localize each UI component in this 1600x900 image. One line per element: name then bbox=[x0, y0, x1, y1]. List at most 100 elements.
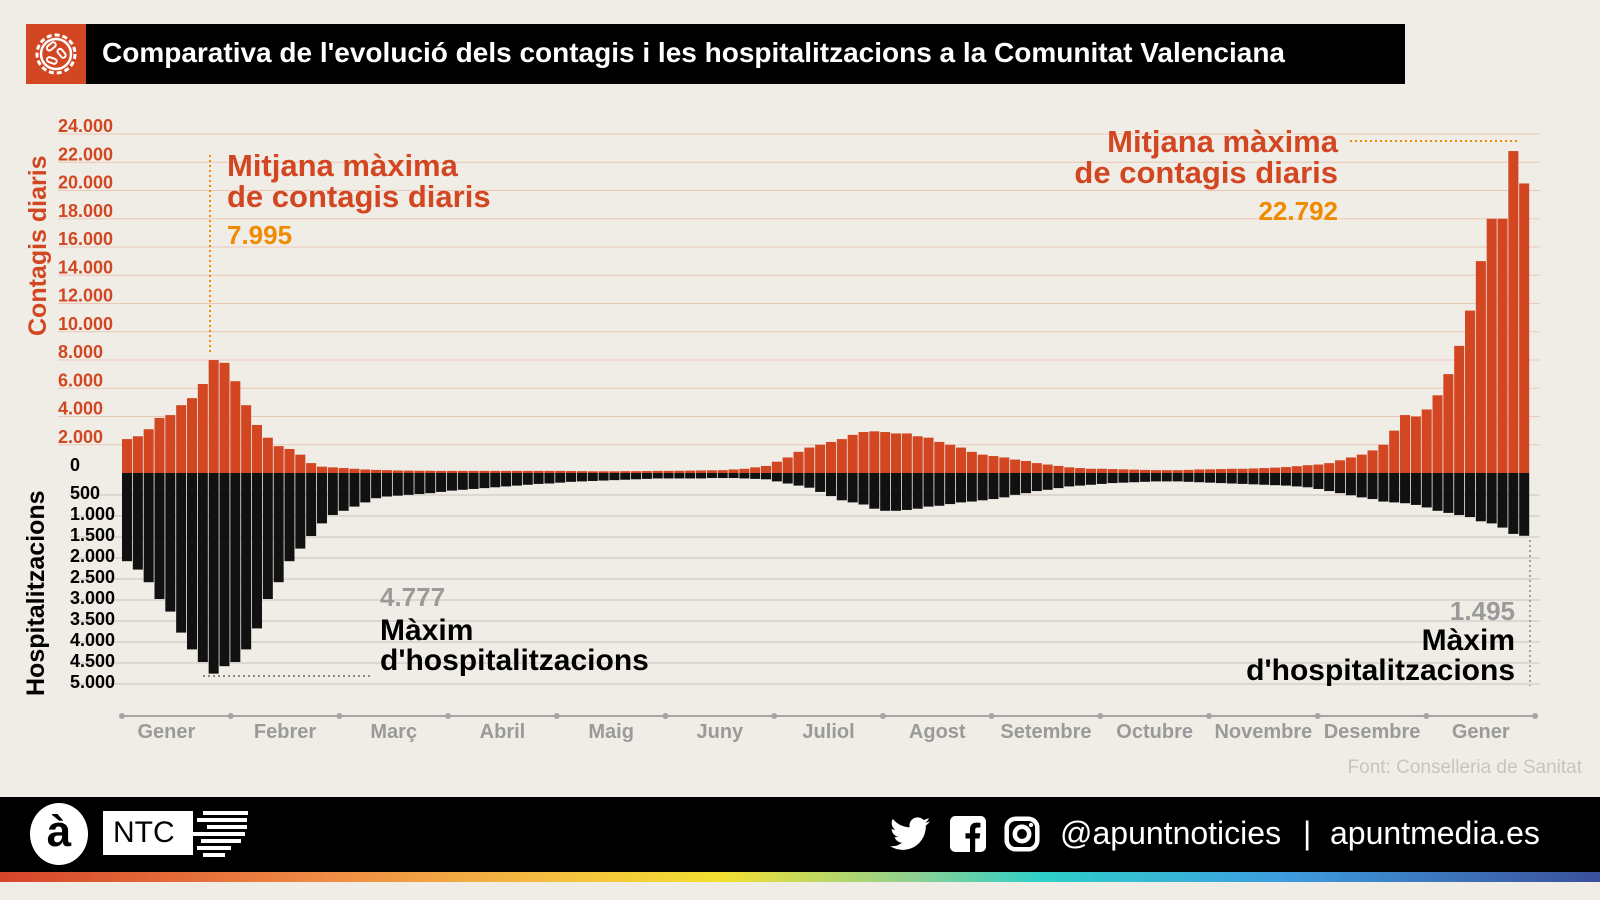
x-tick-label-month: Gener bbox=[137, 721, 196, 743]
twitter-icon[interactable] bbox=[890, 817, 930, 851]
bar-contagis bbox=[826, 441, 837, 473]
bar-hospital bbox=[327, 473, 338, 515]
bar-hospital bbox=[966, 473, 977, 502]
bar-contagis bbox=[479, 470, 490, 473]
bar-hospital bbox=[1075, 473, 1086, 486]
annotation-line: de contagis diaris bbox=[227, 179, 491, 214]
y-tick-label-top: 10.000 bbox=[58, 314, 113, 334]
annotation-left-hosp: 4.777 Màxim d'hospitalitzacions bbox=[380, 584, 649, 676]
bar-contagis bbox=[349, 468, 360, 473]
y-tick-label-bottom: 3.500 bbox=[70, 609, 115, 629]
bar-hospital bbox=[620, 473, 631, 480]
bar-contagis bbox=[1248, 468, 1259, 473]
bar-hospital bbox=[425, 473, 436, 494]
bar-contagis bbox=[1356, 454, 1367, 473]
bar-hospital bbox=[1508, 473, 1519, 534]
bar-contagis bbox=[176, 405, 187, 473]
bar-contagis bbox=[1215, 469, 1226, 473]
bar-hospital bbox=[1313, 473, 1324, 489]
bar-contagis bbox=[122, 439, 133, 473]
bar-hospital bbox=[1519, 473, 1530, 536]
bar-hospital bbox=[1096, 473, 1107, 484]
bar-contagis bbox=[587, 471, 598, 473]
bar-contagis bbox=[966, 451, 977, 473]
bar-hospital bbox=[381, 473, 392, 497]
bar-hospital bbox=[728, 473, 739, 479]
bar-contagis bbox=[696, 470, 707, 473]
bar-hospital bbox=[284, 473, 295, 562]
bar-hospital bbox=[1053, 473, 1064, 489]
bar-contagis bbox=[674, 470, 685, 473]
bar-contagis bbox=[1118, 469, 1129, 473]
bar-hospital bbox=[154, 473, 165, 599]
bar-hospital bbox=[631, 473, 642, 480]
bar-hospital bbox=[1324, 473, 1335, 492]
y-tick-label-top: 20.000 bbox=[58, 173, 113, 193]
annotation-line: Mitjana màxima bbox=[227, 148, 458, 183]
bar-contagis bbox=[197, 384, 208, 473]
bar-contagis bbox=[306, 463, 317, 473]
bar-contagis bbox=[901, 433, 912, 473]
bar-contagis bbox=[1053, 465, 1064, 473]
bar-contagis bbox=[544, 470, 555, 473]
bar-contagis bbox=[576, 471, 587, 473]
bar-hospital bbox=[945, 473, 956, 505]
bar-hospital bbox=[826, 473, 837, 497]
bar-contagis bbox=[316, 466, 327, 473]
bar-contagis bbox=[1237, 468, 1248, 473]
bar-hospital bbox=[1150, 473, 1161, 482]
bar-hospital bbox=[977, 473, 988, 501]
bar-hospital bbox=[955, 473, 966, 503]
bar-contagis bbox=[1345, 457, 1356, 473]
bar-contagis bbox=[143, 429, 154, 473]
bar-contagis bbox=[1389, 430, 1400, 473]
x-axis-tick bbox=[1097, 713, 1104, 719]
bar-contagis bbox=[1400, 415, 1411, 473]
x-tick-label-month: Desembre bbox=[1323, 721, 1421, 743]
bar-hospital bbox=[273, 473, 284, 583]
instagram-icon[interactable] bbox=[1004, 815, 1040, 853]
bar-contagis bbox=[533, 470, 544, 473]
bar-hospital bbox=[1248, 473, 1259, 485]
bar-hospital bbox=[1291, 473, 1302, 487]
bar-hospital bbox=[1302, 473, 1313, 488]
y-tick-label-top: 12.000 bbox=[58, 286, 113, 306]
bar-hospital bbox=[132, 473, 143, 570]
bar-hospital bbox=[262, 473, 273, 599]
bar-contagis bbox=[1497, 218, 1508, 473]
y-tick-label-top: 0 bbox=[70, 455, 80, 475]
bar-hospital bbox=[890, 473, 902, 511]
chart-title: Comparativa de l'evolució dels contagis … bbox=[102, 37, 1285, 68]
annotation-value: 4.777 bbox=[380, 582, 446, 612]
bar-contagis bbox=[414, 470, 425, 473]
y-tick-label-top: 4.000 bbox=[58, 399, 103, 419]
bar-contagis bbox=[165, 415, 176, 473]
bar-hospital bbox=[1378, 473, 1389, 502]
bar-contagis bbox=[1443, 374, 1454, 473]
website-link[interactable]: apuntmedia.es bbox=[1330, 815, 1540, 851]
bar-contagis bbox=[717, 470, 728, 473]
facebook-icon[interactable] bbox=[950, 815, 986, 853]
bar-contagis bbox=[1085, 468, 1096, 473]
title-bar: Comparativa de l'evolució dels contagis … bbox=[26, 24, 1405, 84]
bar-contagis bbox=[1226, 468, 1237, 473]
bar-hospital bbox=[1237, 473, 1248, 484]
bar-hospital bbox=[1118, 473, 1129, 483]
bar-hospital bbox=[1367, 473, 1378, 500]
bar-contagis bbox=[1454, 345, 1465, 473]
bar-contagis bbox=[771, 461, 782, 473]
bar-hospital bbox=[685, 473, 696, 479]
bar-hospital bbox=[696, 473, 707, 479]
bar-contagis bbox=[1205, 469, 1216, 473]
bar-hospital bbox=[306, 473, 317, 536]
bar-contagis bbox=[869, 431, 880, 473]
social-handle-link[interactable]: @apuntnoticies bbox=[1060, 815, 1282, 851]
y-tick-label-bottom: 2.500 bbox=[70, 567, 115, 587]
bar-contagis bbox=[836, 439, 847, 473]
bar-contagis bbox=[1161, 470, 1172, 473]
bar-contagis bbox=[1140, 469, 1151, 473]
bar-contagis bbox=[890, 433, 902, 473]
bar-hospital bbox=[782, 473, 793, 484]
bar-hospital bbox=[1421, 473, 1432, 508]
bar-contagis bbox=[1378, 444, 1389, 473]
